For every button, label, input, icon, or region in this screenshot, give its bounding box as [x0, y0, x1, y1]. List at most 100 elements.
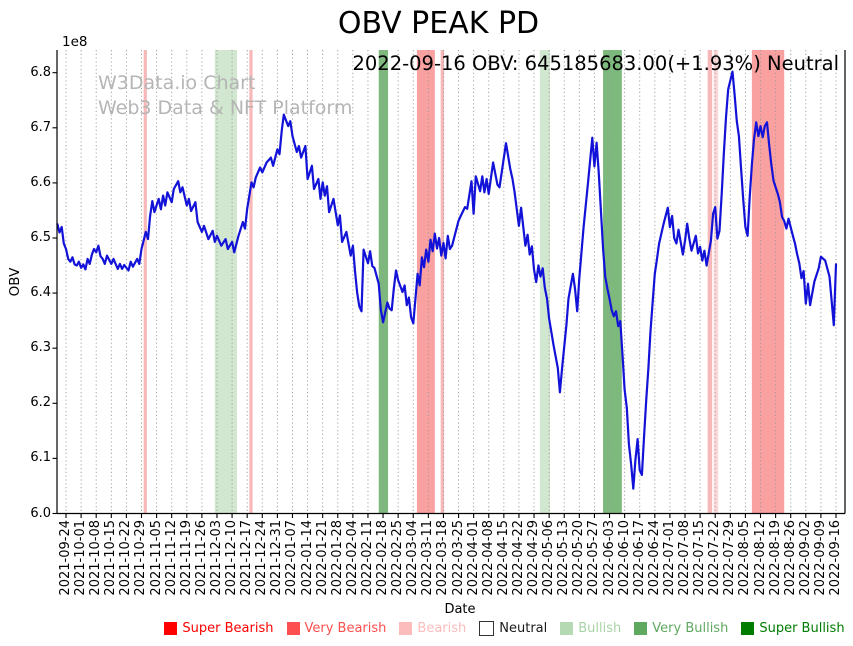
legend-item-neutral: Neutral — [479, 621, 547, 636]
x-tick-label: 2022-01-28 — [329, 520, 345, 596]
y-tick-label: 6.3 — [30, 340, 51, 356]
legend-item-bearish: Bearish — [399, 621, 466, 636]
x-tick-label: 2022-06-17 — [631, 520, 647, 596]
band-bearish — [143, 50, 147, 514]
band-bearish — [440, 50, 445, 514]
band-very_bullish — [603, 50, 622, 514]
x-tick-label: 2022-06-03 — [601, 520, 617, 596]
legend-label: Very Bearish — [304, 621, 387, 636]
legend-item-very-bullish: Very Bullish — [634, 621, 728, 636]
legend-item-super-bullish: Super Bullish — [741, 621, 845, 636]
obv-line — [56, 70, 838, 490]
legend-swatch-icon — [286, 622, 300, 635]
x-tick-label: 2022-08-12 — [752, 520, 768, 596]
latest-value-annotation: 2022-09-16 OBV: 645185683.00(+1.93%) Neu… — [352, 52, 839, 75]
band-bearish — [707, 50, 713, 514]
legend-swatch-icon — [560, 622, 574, 635]
legend-label: Bearish — [417, 621, 467, 636]
x-tick-label: 2022-01-14 — [299, 520, 315, 596]
watermark-line-2: Web3 Data & NFT Platform — [98, 97, 353, 119]
x-tick-label: 2022-05-13 — [556, 520, 572, 596]
x-tick-label: 2021-12-17 — [239, 520, 255, 596]
y-tick-label: 6.2 — [30, 395, 51, 411]
x-tick-label: 2021-12-24 — [254, 520, 270, 596]
x-tick-label: 2021-11-05 — [148, 520, 164, 596]
y-tick-label: 6.1 — [30, 450, 51, 466]
x-tick-label: 2021-10-22 — [118, 520, 134, 596]
x-tick-label: 2021-12-10 — [224, 520, 240, 596]
x-tick-label: 2022-02-18 — [375, 520, 391, 596]
y-axis-offset-label: 1e8 — [62, 34, 88, 50]
x-tick-label: 2022-09-16 — [828, 520, 843, 596]
y-tick-label: 6.8 — [30, 64, 51, 80]
x-tick-label: 2022-08-19 — [767, 520, 783, 596]
axes-spines — [52, 50, 846, 518]
x-tick-label: 2022-09-02 — [797, 520, 813, 596]
legend-swatch-icon — [399, 622, 413, 635]
legend: Super Bearish Very Bearish Bearish Neutral B… — [160, 621, 849, 636]
legend-swatch-icon — [164, 622, 178, 635]
legend-item-very-bearish: Very Bearish — [286, 621, 387, 636]
legend-label: Super Bearish — [182, 621, 274, 636]
y-tick-label: 6.6 — [30, 174, 51, 190]
x-tick-label: 2022-07-22 — [707, 520, 723, 596]
x-tick-label: 2022-04-08 — [480, 520, 496, 596]
x-tick-label: 2021-12-31 — [269, 520, 285, 596]
x-tick-label: 2021-11-26 — [193, 520, 209, 596]
legend-swatch-icon — [479, 621, 495, 636]
x-tick-label: 2022-05-06 — [541, 520, 557, 596]
obv-line-series — [56, 70, 838, 490]
watermark: W3Data.io Chart Web3 Data & NFT Platform — [98, 71, 352, 121]
x-tick-label: 2022-06-24 — [646, 520, 662, 596]
x-tick-label: 2022-03-18 — [435, 520, 451, 596]
x-tick-label: 2022-03-04 — [405, 520, 421, 596]
chart-title: OBV PEAK PD — [337, 6, 540, 41]
x-tick-label: 2022-06-10 — [616, 520, 632, 596]
x-tick-label: 2022-07-01 — [661, 520, 677, 596]
x-tick-label: 2022-02-04 — [344, 520, 360, 596]
x-tick-label: 2022-08-05 — [737, 520, 753, 596]
x-tick-label: 2022-07-29 — [722, 520, 738, 596]
x-tick-label: 2022-07-08 — [677, 520, 693, 596]
x-tick-label: 2022-04-15 — [495, 520, 511, 596]
x-axis-title: Date — [444, 602, 476, 617]
y-tick-label: 6.0 — [30, 505, 51, 521]
legend-swatch-icon — [634, 622, 648, 635]
band-bearish — [249, 50, 253, 514]
x-tick-label: 2022-01-07 — [284, 520, 300, 596]
y-tick-label: 6.5 — [30, 230, 51, 245]
legend-item-super-bearish: Super Bearish — [164, 621, 274, 636]
x-tick-label: 2022-03-25 — [450, 520, 466, 596]
x-tick-label: 2021-10-29 — [133, 520, 149, 596]
legend-label: Very Bullish — [652, 621, 729, 636]
band-very_bullish — [378, 50, 389, 514]
x-tick-label: 2022-04-29 — [526, 520, 542, 596]
y-tick-label: 6.7 — [30, 119, 51, 135]
band-bearish_light — [713, 50, 719, 514]
watermark-line-1: W3Data.io Chart — [98, 72, 256, 94]
x-tick-label: 2022-05-20 — [571, 520, 587, 596]
band-very_bearish — [416, 50, 435, 514]
x-tick-label: 2022-04-22 — [510, 520, 526, 596]
band-bullish — [214, 50, 238, 514]
x-tick-label: 2022-08-26 — [782, 520, 798, 596]
x-tick-label: 2021-10-01 — [73, 520, 89, 596]
legend-item-bullish: Bullish — [560, 621, 621, 636]
y-tick-label: 6.4 — [30, 285, 51, 301]
band-very_bearish — [751, 50, 785, 514]
x-tick-label: 2022-07-15 — [692, 520, 708, 596]
y-axis-title: OBV — [7, 267, 23, 297]
x-tick-label: 2021-11-12 — [163, 520, 179, 596]
x-tick-label: 2021-09-24 — [58, 520, 73, 596]
x-tick-label: 2022-05-27 — [586, 520, 602, 596]
legend-label: Bullish — [578, 621, 622, 636]
x-tick-label: 2022-09-09 — [812, 520, 828, 596]
legend-swatch-icon — [741, 622, 755, 635]
x-tick-label: 2021-12-03 — [208, 520, 224, 596]
x-tick-label: 2022-02-25 — [390, 520, 406, 596]
x-tick-label: 2022-02-11 — [359, 520, 375, 596]
x-tick-label: 2021-10-15 — [103, 520, 119, 596]
legend-label: Super Bullish — [759, 621, 845, 636]
